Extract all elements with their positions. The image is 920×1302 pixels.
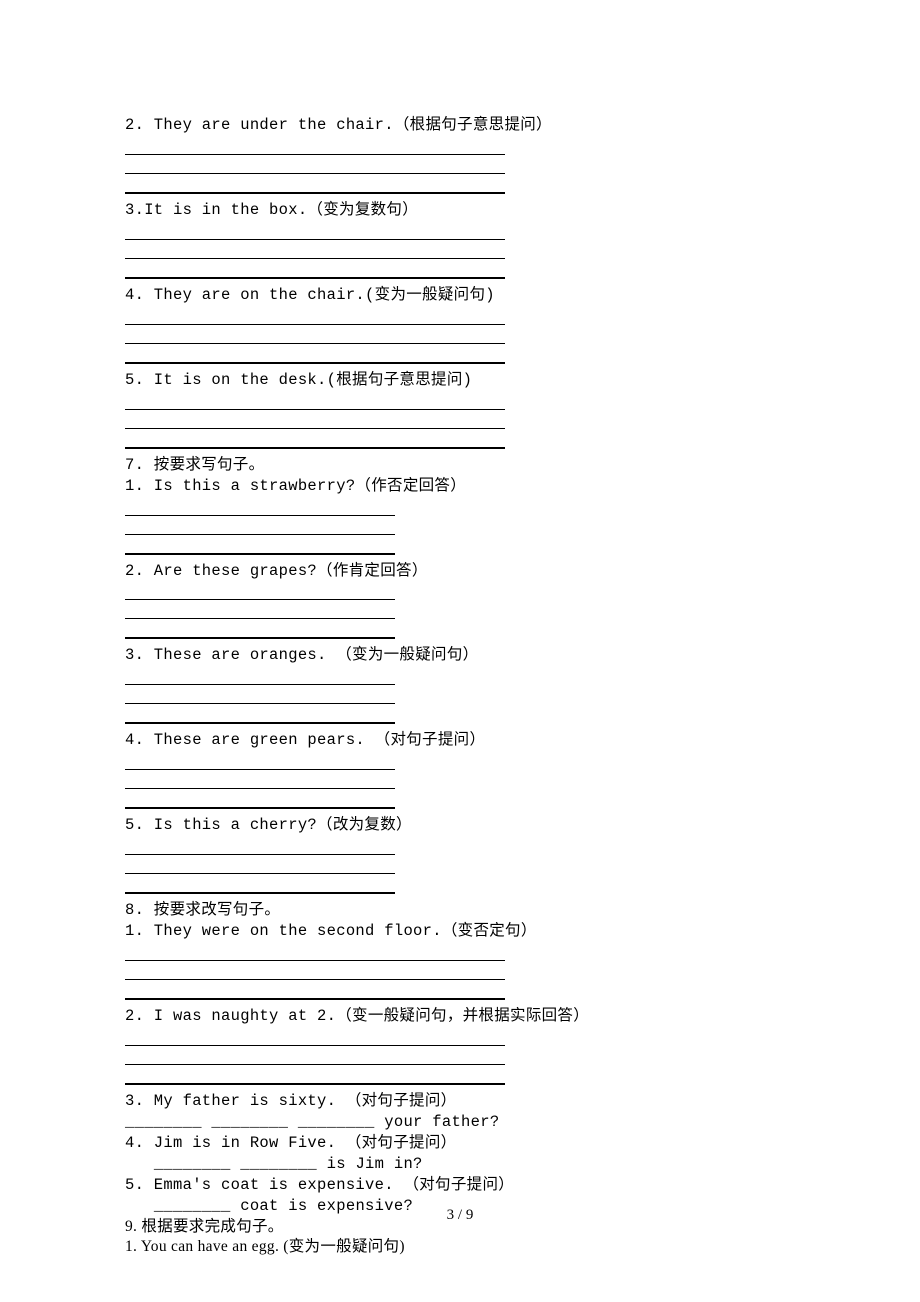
answer-blank [125,410,505,429]
section-7-question-1: 1. Is this a strawberry?（作否定回答） [125,476,800,497]
answer-blank [125,516,395,535]
answer-blank [125,535,395,555]
answer-blank [125,136,505,155]
answer-blank [125,874,395,894]
page-content: 2. They are under the chair.（根据句子意思提问） 3… [0,0,920,1258]
answer-blank [125,1027,505,1046]
answer-blank [125,429,505,449]
section-7-question-2: 2. Are these grapes?（作肯定回答） [125,561,800,582]
answer-blank-group [125,221,800,279]
answer-blank [125,704,395,724]
answer-blank-group [125,306,800,364]
section-9-question-1: 1. You can have an egg. (变为一般疑问句) [125,1237,800,1258]
answer-blank [125,391,505,410]
section-8-question-1: 1. They were on the second floor.（变否定句） [125,921,800,942]
answer-blank-group [125,497,800,555]
answer-blank [125,836,395,855]
answer-blank [125,751,395,770]
question-2: 2. They are under the chair.（根据句子意思提问） [125,115,800,136]
question-5: 5. It is on the desk.(根据句子意思提问) [125,370,800,391]
answer-blank-group [125,836,800,894]
answer-blank [125,259,505,279]
answer-blank [125,174,505,194]
answer-blank-group [125,942,800,1000]
answer-blank-group [125,666,800,724]
answer-blank [125,600,395,619]
answer-blank [125,306,505,325]
section-8-question-3: 3. My father is sixty. （对句子提问） [125,1091,800,1112]
answer-blank [125,325,505,344]
answer-blank [125,344,505,364]
answer-blank [125,240,505,259]
question-3: 3.It is in the box.（变为复数句） [125,200,800,221]
answer-blank [125,1046,505,1065]
answer-blank [125,855,395,874]
section-8-question-4: 4. Jim is in Row Five. （对句子提问） [125,1133,800,1154]
answer-blank [125,980,505,1000]
section-8-title: 8. 按要求改写句子。 [125,900,800,921]
answer-blank [125,221,505,240]
answer-blank [125,942,505,961]
section-7-title: 7. 按要求写句子。 [125,455,800,476]
answer-blank-group [125,1027,800,1085]
section-8-question-3-blanks: ________ ________ ________ your father? [125,1112,800,1133]
answer-blank-group [125,581,800,639]
question-4: 4. They are on the chair.(变为一般疑问句) [125,285,800,306]
answer-blank [125,497,395,516]
answer-blank-group [125,751,800,809]
section-8-question-5: 5. Emma's coat is expensive. （对句子提问） [125,1175,800,1196]
answer-blank [125,1065,505,1085]
answer-blank [125,685,395,704]
section-8-question-2: 2. I was naughty at 2.（变一般疑问句，并根据实际回答） [125,1006,800,1027]
answer-blank [125,155,505,174]
answer-blank-group [125,391,800,449]
section-7-question-3: 3. These are oranges. （变为一般疑问句） [125,645,800,666]
section-7-question-4: 4. These are green pears. （对句子提问） [125,730,800,751]
section-7-question-5: 5. Is this a cherry?（改为复数） [125,815,800,836]
answer-blank [125,666,395,685]
answer-blank [125,961,505,980]
answer-blank [125,581,395,600]
answer-blank-group [125,136,800,194]
section-8-question-4-blanks: ________ ________ is Jim in? [125,1154,800,1175]
answer-blank [125,789,395,809]
answer-blank [125,619,395,639]
answer-blank [125,770,395,789]
page-number: 3 / 9 [0,1207,920,1224]
